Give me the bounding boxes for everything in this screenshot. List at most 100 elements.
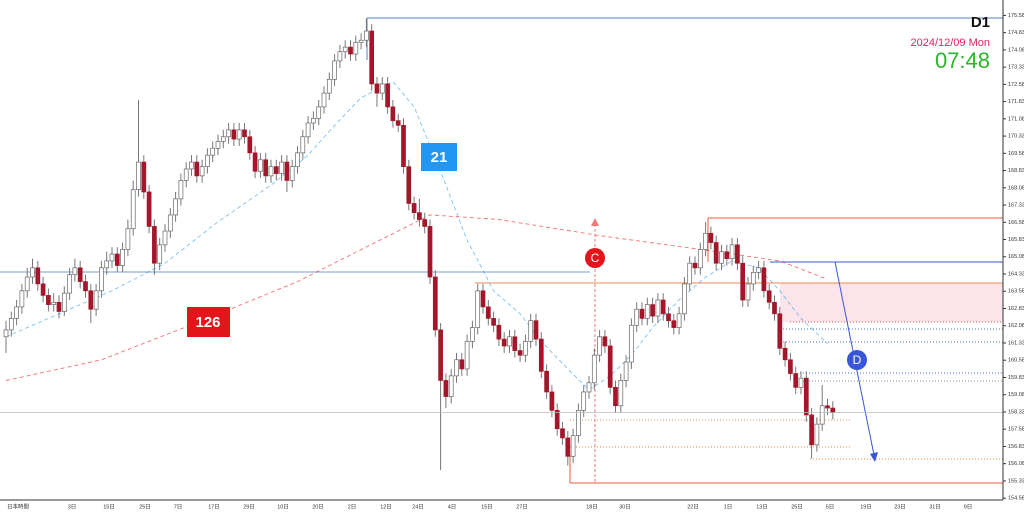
candle-body bbox=[528, 320, 534, 342]
candle-body bbox=[24, 276, 30, 292]
y-tick-label: 170.330 bbox=[1008, 134, 1024, 140]
y-tick-label: 172.580 bbox=[1008, 82, 1024, 88]
y-tick-label: 167.330 bbox=[1008, 203, 1024, 209]
x-tick-label: 3日 bbox=[68, 503, 77, 510]
candle-body bbox=[485, 306, 491, 319]
x-tick-label: 日本時間 bbox=[7, 502, 30, 510]
candle-body bbox=[724, 251, 730, 259]
x-tick-label: 13日 bbox=[756, 503, 768, 510]
candle-body bbox=[14, 306, 19, 319]
candle-body bbox=[189, 161, 194, 170]
candle-body bbox=[215, 141, 221, 149]
candle-body bbox=[586, 382, 592, 393]
y-tick-label: 165.080 bbox=[1008, 254, 1024, 260]
candle-body bbox=[183, 168, 189, 181]
candle-body bbox=[618, 380, 624, 407]
y-tick-label: 162.080 bbox=[1008, 323, 1024, 329]
candle-body bbox=[231, 129, 237, 140]
x-tick-label: 29日 bbox=[243, 503, 255, 510]
candle-body bbox=[538, 338, 544, 372]
y-tick-label: 155.330 bbox=[1008, 478, 1024, 484]
y-tick-label: 159.830 bbox=[1008, 375, 1024, 381]
candle-body bbox=[427, 226, 433, 278]
candle-body bbox=[470, 327, 475, 342]
x-tick-label: 5日 bbox=[826, 503, 835, 510]
x-tick-label: 20日 bbox=[312, 503, 324, 510]
candle-body bbox=[295, 152, 300, 168]
candle-body bbox=[602, 336, 608, 347]
candle-body bbox=[77, 267, 83, 282]
x-tick-label: 27日 bbox=[516, 503, 528, 510]
candle-body bbox=[809, 414, 814, 446]
y-tick-label: 161.330 bbox=[1008, 340, 1024, 346]
candle-body bbox=[3, 329, 9, 338]
x-tick-label: 15日 bbox=[481, 503, 493, 510]
candle-body bbox=[268, 166, 274, 177]
candle-body bbox=[263, 159, 269, 177]
candle-body bbox=[173, 198, 178, 216]
candle-body bbox=[136, 161, 141, 191]
candle-body bbox=[210, 147, 216, 156]
clock: 07:48 bbox=[935, 48, 990, 73]
ma-label: 21 bbox=[431, 149, 448, 166]
x-tick-label: 30日 bbox=[619, 503, 631, 510]
y-tick-label: 154.580 bbox=[1008, 496, 1024, 502]
y-tick-label: 171.080 bbox=[1008, 116, 1024, 122]
candle-body bbox=[279, 161, 284, 174]
candle-body bbox=[379, 83, 385, 94]
ma-label-box bbox=[421, 143, 457, 171]
candle-body bbox=[109, 253, 115, 262]
candle-body bbox=[671, 320, 677, 328]
y-tick-label: 165.830 bbox=[1008, 237, 1024, 243]
candle-body bbox=[422, 219, 428, 227]
candle-body bbox=[644, 304, 650, 319]
plot bbox=[0, 18, 1003, 471]
y-tick-label: 166.580 bbox=[1008, 220, 1024, 226]
candle-body bbox=[777, 313, 783, 349]
annotation-label: C bbox=[591, 251, 600, 265]
y-tick-label: 168.830 bbox=[1008, 168, 1024, 174]
x-tick-label: 24日 bbox=[412, 503, 424, 510]
candle-body bbox=[199, 166, 205, 177]
candle-body bbox=[772, 301, 777, 315]
candle-body bbox=[305, 122, 311, 138]
candle-body bbox=[226, 129, 231, 138]
y-tick-label: 162.830 bbox=[1008, 306, 1024, 312]
candle-body bbox=[242, 129, 247, 138]
y-tick-label: 175.580 bbox=[1008, 13, 1024, 19]
candle-body bbox=[655, 299, 661, 317]
y-tick-label: 168.080 bbox=[1008, 185, 1024, 191]
marker-c bbox=[585, 248, 605, 268]
candle-body bbox=[348, 46, 353, 55]
candle-body bbox=[570, 435, 576, 457]
candle-body bbox=[666, 313, 671, 322]
x-tick-label: 31日 bbox=[929, 503, 941, 510]
y-tick-label: 158.330 bbox=[1008, 409, 1024, 415]
candle-body bbox=[544, 370, 549, 393]
x-tick-label: 23日 bbox=[894, 503, 906, 510]
candle-body bbox=[745, 283, 751, 301]
candle-body bbox=[454, 359, 459, 377]
candle-body bbox=[735, 244, 740, 264]
candle-body bbox=[125, 228, 131, 250]
candle-body bbox=[51, 301, 57, 305]
candle-body bbox=[236, 129, 242, 140]
candle-body bbox=[300, 136, 306, 154]
x-tick-label: 15日 bbox=[103, 503, 115, 510]
candle-body bbox=[634, 308, 640, 326]
candle-body bbox=[337, 51, 343, 62]
candle-body bbox=[406, 166, 412, 204]
candle-body bbox=[697, 249, 703, 269]
x-tick-label: 22日 bbox=[687, 503, 699, 510]
candle-body bbox=[56, 301, 62, 312]
candle-body bbox=[692, 262, 698, 269]
candle-body bbox=[501, 338, 507, 347]
candle-body bbox=[358, 39, 364, 43]
candle-body bbox=[321, 92, 327, 108]
candle-body bbox=[613, 387, 618, 407]
x-tick-label: 18日 bbox=[586, 503, 598, 510]
y-tick-label: 164.330 bbox=[1008, 271, 1024, 277]
annotation-label: D bbox=[853, 353, 862, 367]
candle-body bbox=[719, 251, 724, 264]
timeframe: D1 bbox=[971, 14, 990, 31]
